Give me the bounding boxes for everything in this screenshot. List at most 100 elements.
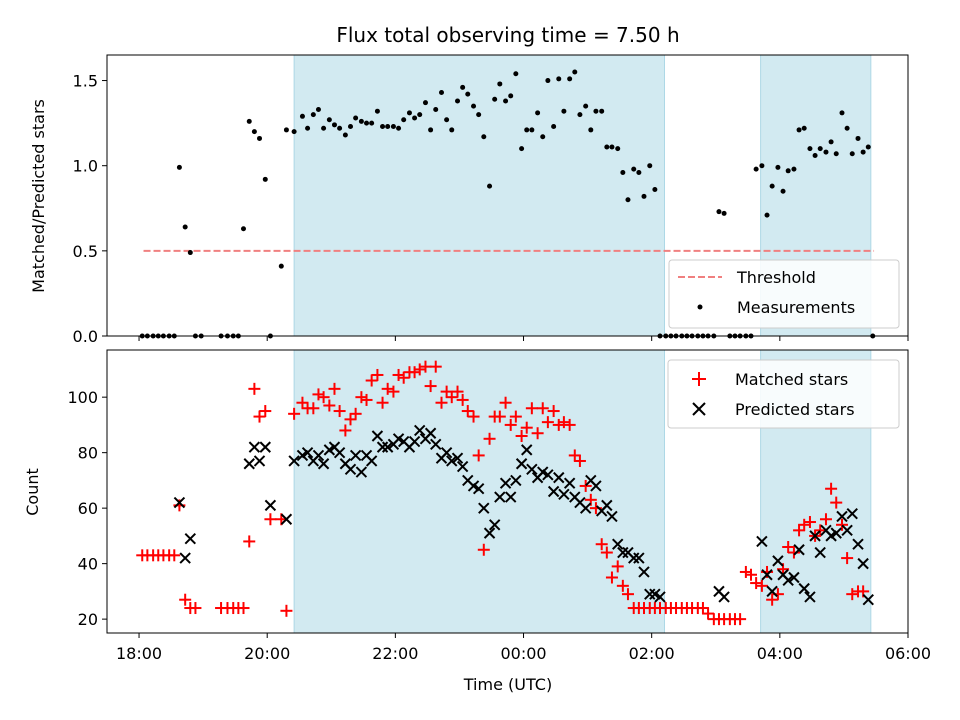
predicted-star-point bbox=[612, 538, 624, 550]
measurement-point bbox=[412, 115, 418, 121]
measurement-point bbox=[604, 144, 610, 150]
measurement-point bbox=[599, 108, 605, 114]
measurement-point bbox=[428, 127, 434, 133]
matched-star-point bbox=[429, 360, 442, 373]
ratio-y-tick-label: 1.0 bbox=[73, 157, 98, 176]
measurement-point bbox=[609, 144, 615, 150]
matched-star-point bbox=[179, 593, 192, 606]
measurement-point bbox=[305, 125, 311, 131]
measurement-point bbox=[764, 212, 770, 218]
matched-star-point bbox=[621, 588, 634, 601]
predicted-star-point bbox=[814, 546, 826, 559]
measurement-point bbox=[353, 115, 359, 121]
matched-star-point bbox=[793, 524, 806, 537]
predicted-star-point bbox=[798, 582, 810, 595]
predicted-star-point bbox=[243, 458, 255, 470]
matched-star-point bbox=[734, 613, 747, 626]
measurement-point bbox=[492, 96, 498, 102]
predicted-star-point bbox=[488, 519, 501, 531]
matched-star-point bbox=[493, 410, 506, 423]
measurement-point bbox=[406, 110, 412, 116]
ratio-legend-box bbox=[668, 259, 900, 329]
matched-star-point bbox=[541, 416, 554, 429]
measurement-point bbox=[775, 164, 781, 170]
measurement-point bbox=[364, 120, 370, 126]
ratio-y-tick-label: 1.5 bbox=[73, 72, 98, 91]
measurement-point bbox=[481, 134, 487, 140]
matched-star-point bbox=[173, 499, 186, 512]
matched-star-point bbox=[419, 360, 432, 373]
measurement-point bbox=[844, 125, 850, 131]
matched-star-point bbox=[371, 368, 384, 381]
predicted-star-point bbox=[542, 469, 554, 481]
predicted-star-point bbox=[446, 455, 458, 467]
measurement-point bbox=[860, 149, 866, 155]
matched-star-point bbox=[798, 518, 811, 531]
measurement-point bbox=[444, 117, 450, 123]
measurement-point bbox=[422, 100, 428, 106]
matched-star-point bbox=[312, 388, 325, 401]
predicted-star-point bbox=[355, 466, 368, 478]
predicted-star-point bbox=[456, 460, 469, 473]
measurement-point bbox=[817, 146, 823, 152]
measurement-point bbox=[182, 224, 188, 230]
measurement-point bbox=[380, 124, 386, 130]
x-tick-label: 00:00 bbox=[500, 644, 546, 663]
predicted-star-point bbox=[333, 446, 346, 459]
predicted-star-point bbox=[312, 449, 325, 462]
predicted-star-point bbox=[654, 591, 666, 603]
matched-star-point bbox=[515, 430, 528, 443]
predicted-star-point bbox=[478, 502, 490, 514]
measurement-point bbox=[849, 151, 855, 157]
predicted-star-point bbox=[563, 477, 576, 489]
measurement-point bbox=[417, 112, 423, 118]
predicted-star-point bbox=[793, 544, 805, 556]
ratio-panel: 0.0 0.5 1.0 1.5 Matched/Predicted stars Thr… bbox=[29, 54, 909, 346]
matched-star-point bbox=[579, 479, 592, 492]
matched-star-point bbox=[387, 385, 400, 398]
matched-star-point bbox=[376, 396, 389, 409]
matched-star-point bbox=[520, 421, 533, 434]
matched-star-point bbox=[349, 407, 362, 420]
measurement-point bbox=[299, 113, 305, 119]
count-y-tick-label: 40 bbox=[78, 555, 98, 574]
predicted-star-point bbox=[259, 441, 271, 453]
matched-star-point bbox=[766, 593, 779, 606]
measurement-point bbox=[291, 129, 297, 135]
matched-star-point bbox=[413, 363, 426, 376]
matched-star-point bbox=[568, 449, 581, 462]
matched-star-point bbox=[841, 552, 854, 565]
matched-star-point bbox=[333, 405, 346, 418]
count-plot-frame bbox=[106, 349, 909, 634]
predicted-star-point bbox=[857, 557, 869, 570]
measurement-point bbox=[476, 112, 482, 118]
matched-star-point bbox=[253, 410, 266, 423]
matched-star-point bbox=[846, 588, 859, 601]
x-axis-label: Time (UTC) bbox=[463, 675, 552, 694]
matched-star-point bbox=[755, 579, 768, 592]
measurement-point bbox=[812, 152, 818, 158]
predicted-star-point bbox=[761, 569, 773, 581]
measurement-point bbox=[833, 151, 839, 157]
matched-star-point bbox=[456, 393, 469, 406]
measurement-point bbox=[508, 93, 514, 99]
measurement-point bbox=[503, 98, 509, 104]
predicted-star-point bbox=[381, 441, 394, 453]
matched-star-point bbox=[573, 454, 586, 467]
measurement-point bbox=[524, 127, 530, 133]
measurement-point bbox=[567, 76, 573, 82]
matched-star-point bbox=[451, 385, 464, 398]
predicted-star-point bbox=[173, 496, 186, 509]
measurement-point bbox=[401, 117, 407, 123]
matched-star-point bbox=[547, 405, 560, 418]
matched-star-point bbox=[339, 424, 352, 437]
x-tick-label: 04:00 bbox=[757, 644, 803, 663]
measurement-point bbox=[519, 146, 525, 152]
measurement-point bbox=[321, 125, 327, 131]
measurement-point bbox=[396, 125, 402, 131]
measurement-point bbox=[433, 106, 439, 112]
measurement-point bbox=[785, 168, 791, 174]
predicted-star-point bbox=[644, 588, 656, 600]
predicted-star-point bbox=[617, 546, 629, 559]
measurement-point bbox=[465, 91, 471, 97]
